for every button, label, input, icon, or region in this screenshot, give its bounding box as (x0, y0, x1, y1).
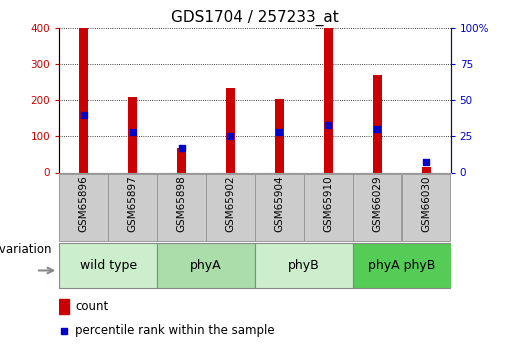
FancyBboxPatch shape (157, 244, 255, 288)
FancyBboxPatch shape (304, 174, 353, 241)
FancyBboxPatch shape (353, 174, 402, 241)
Bar (59, 299, 69, 314)
Point (128, 129, 136, 135)
FancyBboxPatch shape (206, 174, 255, 241)
Text: GSM65896: GSM65896 (79, 175, 89, 232)
Point (275, 129, 283, 135)
Text: wild type: wild type (80, 259, 136, 272)
Text: count: count (75, 300, 108, 313)
Bar (79, 28, 88, 172)
Point (226, 134, 234, 139)
Bar (177, 148, 186, 172)
FancyBboxPatch shape (59, 174, 108, 241)
Point (177, 145, 185, 151)
Bar (226, 88, 235, 172)
Bar (422, 167, 431, 172)
FancyBboxPatch shape (255, 174, 304, 241)
FancyBboxPatch shape (108, 174, 157, 241)
Text: percentile rank within the sample: percentile rank within the sample (75, 324, 274, 337)
Text: GSM65902: GSM65902 (226, 175, 235, 232)
Text: GSM66029: GSM66029 (372, 175, 382, 232)
FancyBboxPatch shape (255, 244, 353, 288)
FancyBboxPatch shape (59, 244, 157, 288)
FancyBboxPatch shape (157, 174, 206, 241)
FancyBboxPatch shape (353, 244, 451, 288)
Text: GSM65910: GSM65910 (323, 175, 333, 232)
Point (324, 122, 333, 127)
Point (60, 328, 68, 334)
Text: phyA phyB: phyA phyB (368, 259, 435, 272)
Bar (324, 28, 333, 172)
Text: GSM65897: GSM65897 (128, 175, 138, 232)
FancyBboxPatch shape (402, 174, 451, 241)
Bar (128, 97, 137, 172)
Bar (275, 99, 284, 172)
Bar (373, 75, 382, 172)
Text: phyB: phyB (288, 259, 320, 272)
Point (422, 160, 430, 165)
Text: phyA: phyA (190, 259, 222, 272)
Text: GSM65898: GSM65898 (177, 175, 186, 232)
Title: GDS1704 / 257233_at: GDS1704 / 257233_at (171, 10, 339, 26)
Point (373, 126, 381, 132)
Point (79, 112, 88, 117)
Text: genotype/variation: genotype/variation (0, 243, 52, 256)
Text: GSM66030: GSM66030 (421, 175, 431, 232)
Text: GSM65904: GSM65904 (274, 175, 284, 232)
